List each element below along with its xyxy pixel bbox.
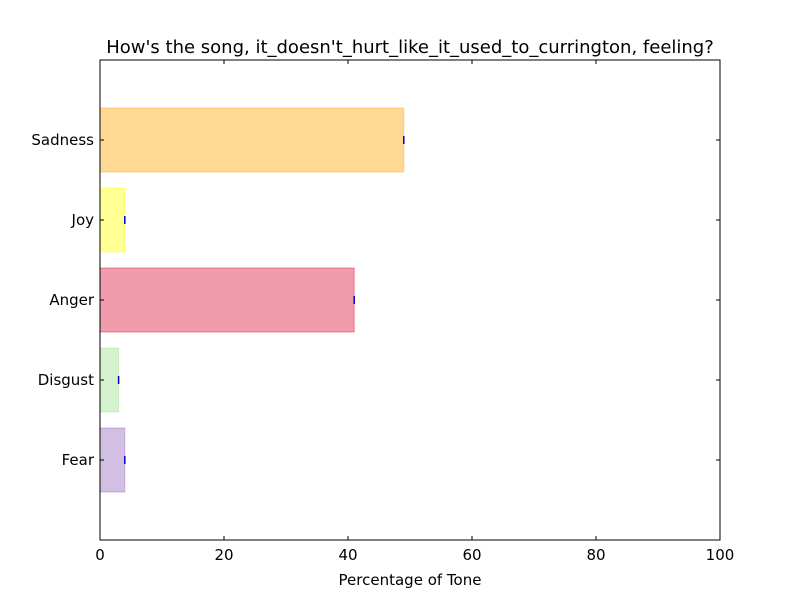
x-tick-label-60: 60 — [462, 546, 481, 564]
bar-anger — [99, 267, 355, 333]
x-axis-ticks: 0 20 40 60 80 100 — [95, 60, 734, 564]
y-tick-label-joy: Joy — [71, 211, 95, 229]
x-tick-label-40: 40 — [338, 546, 357, 564]
y-tick-label-anger: Anger — [49, 291, 95, 309]
x-tick-label-100: 100 — [706, 546, 735, 564]
y-axis-ticks: Fear Disgust Anger Joy Sadness — [31, 131, 720, 469]
x-tick-label-80: 80 — [586, 546, 605, 564]
chart-title: How's the song, it_doesn't_hurt_like_it_… — [106, 37, 714, 58]
y-tick-label-sadness: Sadness — [31, 131, 94, 149]
bar-end-markers-group — [117, 136, 405, 464]
x-tick-label-0: 0 — [95, 546, 105, 564]
y-tick-label-fear: Fear — [62, 451, 95, 469]
x-axis-label: Percentage of Tone — [339, 571, 482, 589]
y-tick-label-disgust: Disgust — [38, 371, 94, 389]
bar-sadness — [99, 107, 405, 173]
bar-joy — [99, 187, 126, 253]
x-tick-label-20: 20 — [214, 546, 233, 564]
bars-group — [99, 107, 405, 493]
